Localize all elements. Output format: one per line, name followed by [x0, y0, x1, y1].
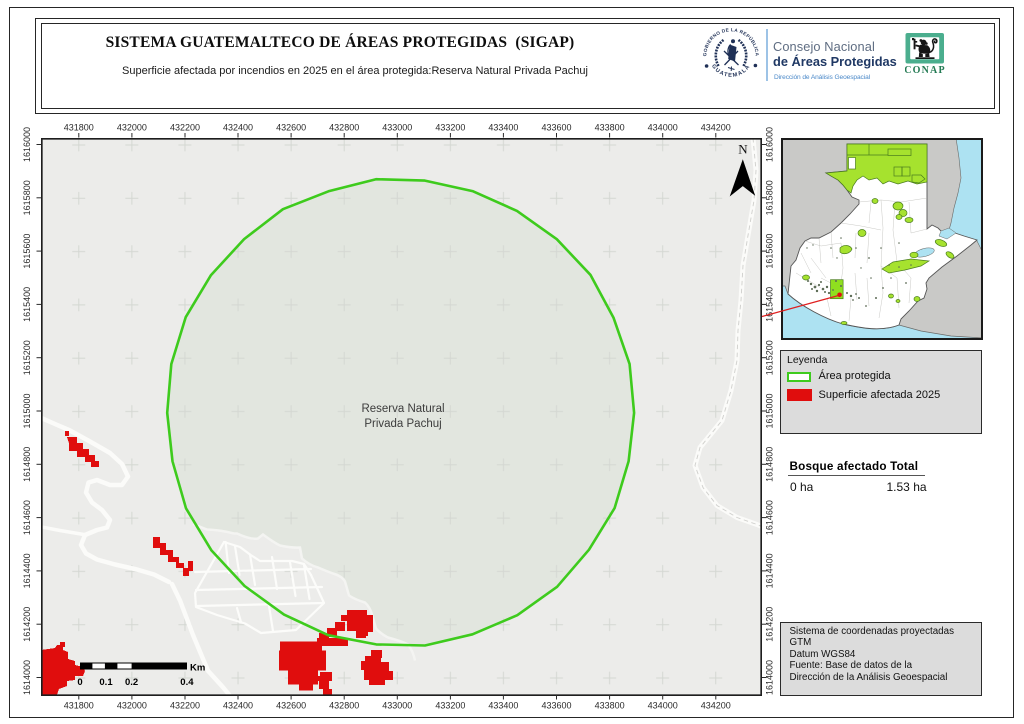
- svg-text:1615800: 1615800: [765, 180, 775, 215]
- svg-text:0.2: 0.2: [125, 677, 138, 688]
- svg-text:1615600: 1615600: [22, 234, 32, 269]
- svg-text:434000: 434000: [648, 123, 678, 133]
- svg-text:432000: 432000: [117, 123, 147, 133]
- svg-text:0.4: 0.4: [180, 677, 194, 688]
- svg-text:1615000: 1615000: [765, 393, 775, 428]
- svg-text:1614800: 1614800: [765, 447, 775, 482]
- svg-text:1616000: 1616000: [765, 127, 775, 162]
- svg-text:432800: 432800: [329, 123, 359, 133]
- svg-text:1614000: 1614000: [22, 660, 32, 695]
- svg-text:1614400: 1614400: [22, 553, 32, 588]
- svg-text:1614600: 1614600: [765, 500, 775, 535]
- svg-text:431800: 431800: [64, 123, 94, 133]
- svg-text:0: 0: [77, 677, 82, 688]
- svg-text:432400: 432400: [223, 701, 253, 711]
- svg-text:434200: 434200: [701, 123, 731, 133]
- svg-text:N: N: [738, 141, 748, 156]
- svg-text:433600: 433600: [541, 701, 571, 711]
- svg-text:1615000: 1615000: [22, 393, 32, 428]
- svg-text:433800: 433800: [595, 123, 625, 133]
- svg-text:433200: 433200: [435, 701, 465, 711]
- svg-text:1614400: 1614400: [765, 553, 775, 588]
- svg-text:434000: 434000: [648, 701, 678, 711]
- svg-text:1614200: 1614200: [765, 607, 775, 642]
- svg-text:0.1: 0.1: [99, 677, 113, 688]
- svg-text:1616000: 1616000: [22, 127, 32, 162]
- svg-text:1614800: 1614800: [22, 447, 32, 482]
- svg-text:432800: 432800: [329, 701, 359, 711]
- svg-text:432600: 432600: [276, 701, 306, 711]
- svg-text:Reserva Natural: Reserva Natural: [361, 403, 444, 415]
- svg-text:Privada Pachuj: Privada Pachuj: [364, 418, 441, 430]
- svg-text:CONAP: CONAP: [905, 65, 946, 76]
- svg-text:433600: 433600: [541, 123, 571, 133]
- svg-text:1615200: 1615200: [22, 340, 32, 375]
- svg-text:432200: 432200: [170, 701, 200, 711]
- svg-text:432000: 432000: [117, 701, 147, 711]
- svg-text:432600: 432600: [276, 123, 306, 133]
- svg-text:433400: 433400: [488, 701, 518, 711]
- svg-text:434200: 434200: [701, 701, 731, 711]
- svg-text:433000: 433000: [382, 123, 412, 133]
- svg-text:432200: 432200: [170, 123, 200, 133]
- svg-text:433400: 433400: [488, 123, 518, 133]
- svg-text:432400: 432400: [223, 123, 253, 133]
- svg-text:431800: 431800: [64, 701, 94, 711]
- svg-text:1614200: 1614200: [22, 607, 32, 642]
- svg-text:1615800: 1615800: [22, 180, 32, 215]
- svg-text:1615600: 1615600: [765, 234, 775, 269]
- svg-text:1615200: 1615200: [765, 340, 775, 375]
- svg-text:Km: Km: [190, 662, 205, 673]
- svg-text:1614600: 1614600: [22, 500, 32, 535]
- svg-text:1614000: 1614000: [765, 660, 775, 695]
- svg-text:1615400: 1615400: [765, 287, 775, 322]
- svg-text:433800: 433800: [595, 701, 625, 711]
- svg-text:1615400: 1615400: [22, 287, 32, 322]
- svg-text:433200: 433200: [435, 123, 465, 133]
- svg-text:433000: 433000: [382, 701, 412, 711]
